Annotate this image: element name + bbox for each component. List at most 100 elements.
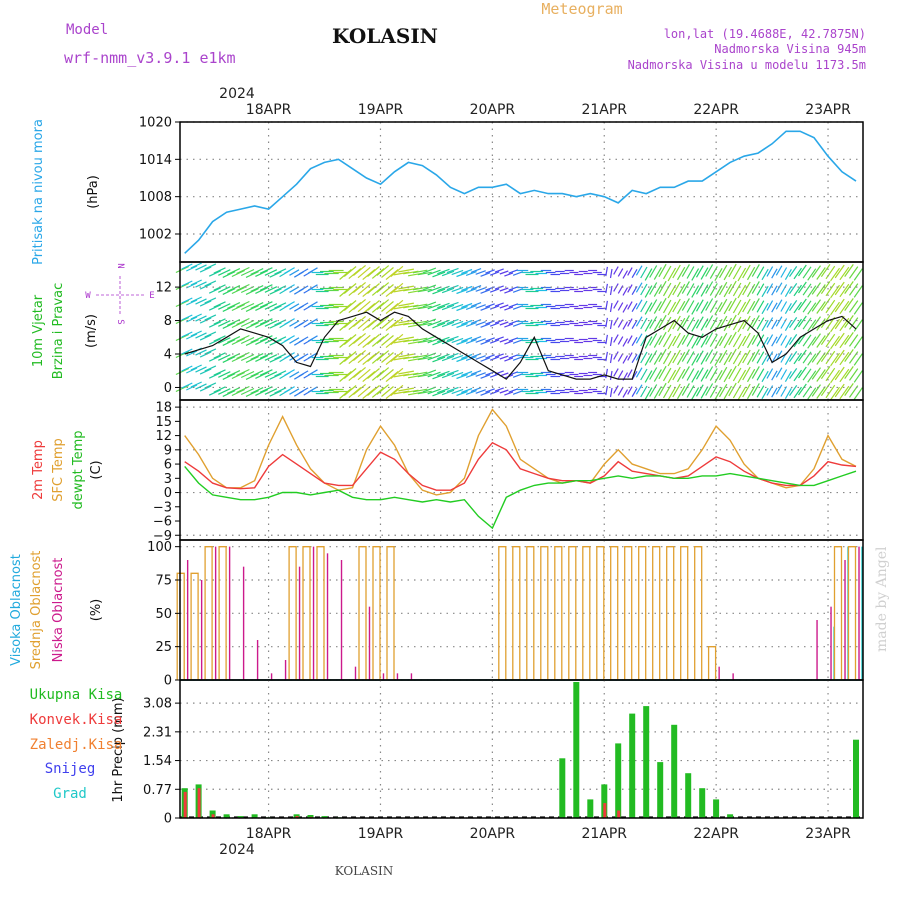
wind-arrow bbox=[761, 302, 769, 315]
wind-arrow bbox=[427, 303, 441, 310]
total-rain-bar bbox=[629, 713, 636, 818]
wind-arrow bbox=[649, 333, 658, 346]
wind-arrow bbox=[437, 370, 450, 377]
wind-arrow bbox=[742, 349, 751, 364]
wind-arrow bbox=[456, 305, 468, 312]
wind-arrow bbox=[255, 355, 269, 362]
y-tick-label: −6 bbox=[153, 515, 172, 530]
wind-arrow bbox=[622, 355, 629, 364]
wind-arrow bbox=[255, 338, 269, 345]
wind-arrow bbox=[461, 302, 473, 309]
wind-arrow bbox=[830, 352, 840, 367]
wind-arrow bbox=[825, 282, 836, 297]
wind-arrow bbox=[371, 336, 385, 347]
wind-arrow bbox=[640, 317, 648, 330]
wind-arrow bbox=[672, 332, 681, 347]
wind-arrow bbox=[718, 264, 728, 279]
convective-rain-bar bbox=[197, 788, 201, 818]
wind-arrow bbox=[475, 304, 486, 309]
wind-arrow bbox=[407, 323, 423, 328]
wind-arrow bbox=[649, 299, 658, 312]
wind-arrow bbox=[627, 301, 633, 310]
high-cloud-label: Visoka Oblacnost bbox=[9, 554, 24, 666]
wind-arrow bbox=[662, 333, 672, 348]
wind-arrow bbox=[807, 319, 817, 332]
wind-arrow bbox=[186, 282, 198, 289]
wind-speed-line bbox=[184, 311, 857, 380]
wind-arrow bbox=[834, 298, 845, 313]
wind-arrow bbox=[746, 283, 756, 298]
wind-arrow bbox=[631, 336, 638, 347]
wind-arrow bbox=[339, 320, 352, 331]
wind-arrow bbox=[475, 338, 486, 343]
wind-arrow bbox=[691, 319, 700, 332]
wind-arrow bbox=[622, 287, 629, 296]
wind-arrow bbox=[175, 316, 190, 325]
wind-arrow bbox=[213, 335, 226, 342]
wind-arrow bbox=[269, 356, 282, 363]
wind-arrow bbox=[393, 305, 410, 310]
wind-arrow bbox=[737, 301, 747, 316]
wind-arrow bbox=[231, 354, 245, 363]
wind-arrow bbox=[504, 289, 514, 294]
wind-arrow bbox=[723, 368, 733, 383]
mid-cloud-bar bbox=[610, 546, 619, 680]
wind-arrow bbox=[686, 385, 695, 398]
wind-arrow bbox=[709, 317, 718, 330]
wind-arrow bbox=[705, 298, 714, 311]
wind-arrow bbox=[362, 336, 376, 349]
wind-arrow bbox=[390, 350, 404, 363]
wind-arrow bbox=[609, 319, 613, 330]
precip-grid bbox=[180, 680, 863, 819]
watermark: made by Angel bbox=[874, 546, 890, 652]
wind-arrow bbox=[667, 352, 677, 367]
wind-arrow bbox=[343, 351, 357, 362]
wind-arrow bbox=[811, 316, 821, 329]
wind-arrow bbox=[609, 268, 613, 279]
wind-series bbox=[184, 311, 857, 380]
wind-panel: 0 4 8 12 bbox=[155, 261, 864, 401]
wind-arrow bbox=[695, 333, 704, 346]
wind-arrow bbox=[662, 299, 672, 314]
wind-arrow bbox=[784, 303, 792, 314]
wind-arrow bbox=[640, 300, 648, 313]
wind-arrow bbox=[662, 316, 672, 331]
wind-arrow bbox=[204, 348, 217, 355]
temp2m-label: 2m Temp bbox=[31, 440, 46, 500]
day-label-top: 22APR bbox=[693, 102, 739, 118]
wind-arrow bbox=[362, 353, 376, 366]
wind-arrow bbox=[289, 388, 300, 395]
wind-arrow bbox=[742, 332, 751, 347]
wind-arrow bbox=[644, 353, 653, 366]
wind-arrow bbox=[793, 318, 802, 331]
wind-arrow bbox=[284, 352, 295, 359]
total-rain-bar bbox=[321, 816, 328, 818]
wind-arrow bbox=[705, 281, 714, 294]
wind-grid bbox=[180, 262, 863, 400]
wind-arrow bbox=[432, 288, 446, 295]
wind-arrow bbox=[512, 288, 524, 293]
wind-arrow bbox=[259, 335, 273, 342]
wind-arrow bbox=[640, 385, 648, 398]
wind-arrow bbox=[672, 349, 681, 364]
wind-arrow bbox=[802, 351, 812, 364]
wind-arrow bbox=[412, 388, 428, 393]
wind-arrow bbox=[793, 369, 802, 382]
wind-arrow bbox=[644, 336, 653, 349]
wind-arrow bbox=[849, 266, 859, 279]
wind-arrow bbox=[376, 316, 390, 327]
wind-arrow bbox=[751, 366, 760, 379]
wind-arrow bbox=[181, 331, 193, 338]
wind-arrow bbox=[357, 266, 371, 279]
wind-arrow bbox=[609, 353, 613, 364]
y-tick-label: 4 bbox=[164, 348, 172, 363]
wind-arrow bbox=[353, 383, 366, 396]
wind-arrow bbox=[825, 333, 836, 348]
wind-arrow bbox=[213, 301, 226, 308]
wind-arrow bbox=[839, 266, 850, 281]
wind-arrow bbox=[723, 351, 733, 366]
wind-arrow bbox=[398, 319, 415, 324]
wind-arrow bbox=[631, 387, 638, 398]
wind-arrow bbox=[622, 304, 629, 313]
wind-arrow bbox=[190, 364, 202, 371]
